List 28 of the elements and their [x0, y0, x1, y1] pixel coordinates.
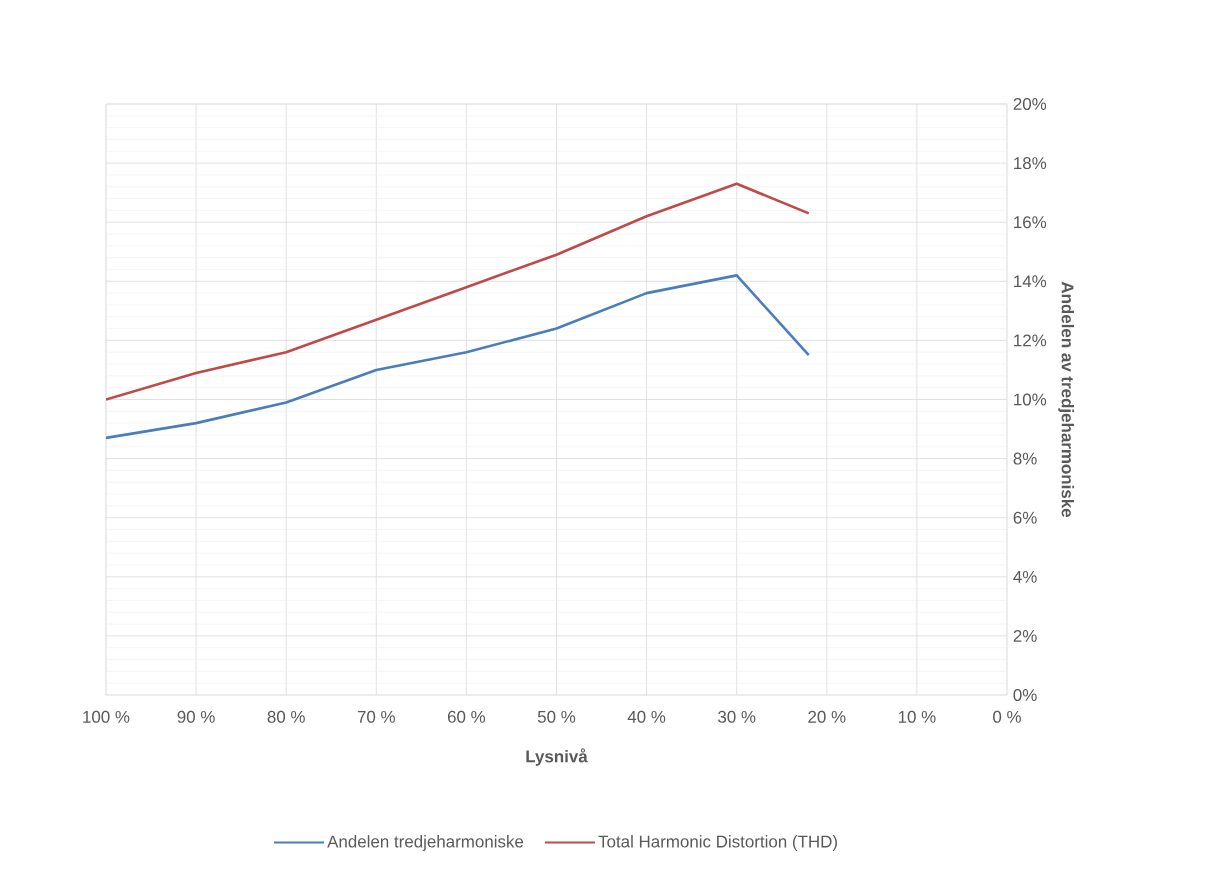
x-tick-label: 80 % [267, 710, 305, 723]
x-tick-label: 20 % [808, 710, 846, 723]
y-tick-label: 2% [1013, 629, 1037, 642]
x-axis-title: Lysnivå [526, 748, 588, 766]
y-tick-label: 6% [1013, 511, 1037, 524]
legend-label: Total Harmonic Distortion (THD) [598, 835, 837, 851]
x-tick-label: 10 % [898, 710, 936, 723]
line-series [105, 274, 811, 440]
y-tick-label: 8% [1013, 452, 1037, 465]
x-tick-label: 40 % [627, 710, 666, 723]
y-tick-label: 16% [1014, 216, 1047, 229]
y-tick-label: 14% [1014, 275, 1047, 288]
y-tick-label: 0% [1013, 689, 1037, 701]
y-tick-label: 20% [1013, 97, 1047, 110]
y-tick-label: 10% [1014, 393, 1047, 406]
x-tick-label: 50 % [537, 710, 576, 723]
legend-label: Andelen tredjeharmoniske [327, 835, 524, 851]
x-tick-label: 30 % [718, 710, 756, 723]
line-series [105, 182, 811, 401]
y-tick-label: 12% [1014, 334, 1047, 347]
x-tick-label: 100 % [83, 710, 130, 723]
x-tick-label: 90 % [177, 710, 215, 723]
y-axis-title: Andelen av tredjeharmoniske [1058, 281, 1075, 518]
y-tick-label: 4% [1013, 570, 1037, 583]
x-tick-label: 70 % [357, 710, 395, 723]
y-tick-label: 18% [1014, 157, 1047, 170]
x-tick-label: 60 % [447, 710, 486, 723]
x-tick-label: 0 % [993, 710, 1021, 723]
